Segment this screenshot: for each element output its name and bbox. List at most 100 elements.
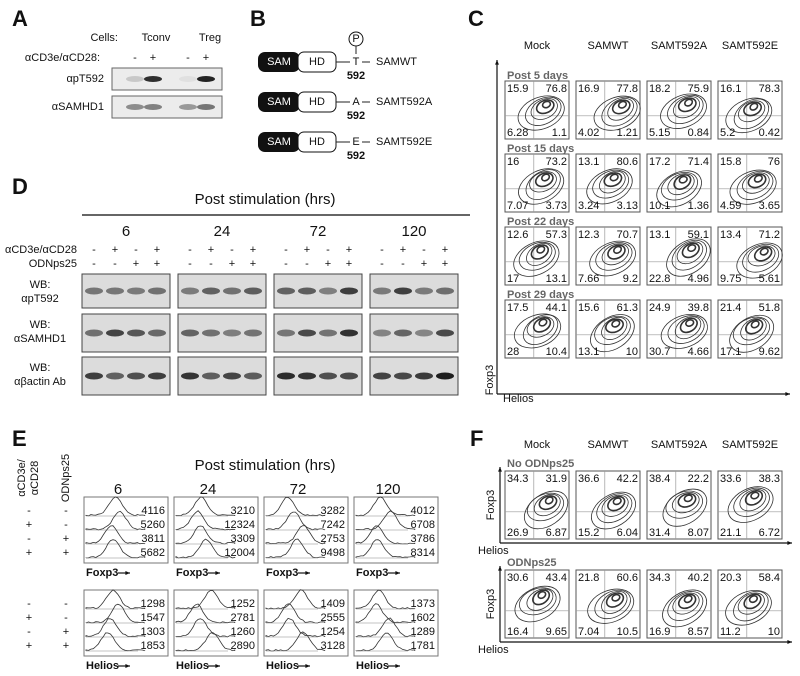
- contour: [733, 98, 770, 130]
- quadrant-value: 58.4: [759, 572, 780, 584]
- band: [244, 372, 262, 380]
- contour: [753, 246, 773, 262]
- sign: +: [150, 52, 156, 64]
- quadrant-value: 6.04: [617, 527, 638, 539]
- contour: [677, 97, 697, 113]
- contour: [513, 313, 562, 349]
- histogram: [355, 632, 416, 652]
- side-label: αCD3e/: [16, 458, 28, 496]
- band: [373, 287, 391, 295]
- mfi-value: 3811: [141, 533, 165, 545]
- band: [181, 287, 199, 295]
- contour: [595, 242, 633, 271]
- row-title: Post 15 days: [507, 143, 574, 155]
- mfi-value: 1298: [141, 598, 165, 610]
- histogram: [175, 590, 236, 610]
- histogram: [355, 539, 416, 558]
- contour: [736, 170, 774, 200]
- band: [277, 372, 295, 380]
- quadrant-value: 76.8: [546, 83, 567, 95]
- histogram: [85, 525, 146, 545]
- quadrant-value: 31.4: [649, 527, 670, 539]
- sam-domain: [258, 92, 300, 112]
- panel-label: C: [468, 6, 484, 31]
- quadrant-value: 44.1: [546, 302, 567, 314]
- mfi-value: 2555: [321, 612, 345, 624]
- marker-label: Helios: [86, 660, 119, 672]
- contour: [674, 316, 702, 340]
- sign: +: [229, 258, 235, 270]
- sign: +: [400, 244, 406, 256]
- sign: +: [63, 626, 69, 638]
- quadrant-value: 13.1: [649, 229, 670, 241]
- contour: [613, 245, 623, 254]
- band: [126, 104, 144, 110]
- quadrant-value: 1.1: [552, 127, 567, 139]
- column-header: Mock: [524, 439, 551, 451]
- mfi-value: 12324: [224, 519, 255, 531]
- band: [340, 287, 358, 295]
- mfi-value: 1602: [411, 612, 435, 624]
- contour: [747, 173, 767, 189]
- band: [144, 76, 162, 82]
- contour: [676, 241, 704, 265]
- quadrant-value: 16.4: [507, 626, 528, 638]
- contour: [524, 490, 569, 530]
- wb-prefix: WB:: [30, 279, 51, 291]
- band: [106, 287, 124, 295]
- mfi-value: 3128: [321, 640, 345, 652]
- residue: A: [352, 96, 360, 108]
- band: [436, 287, 454, 295]
- contour: [590, 314, 635, 353]
- column-header: SAMT592A: [651, 40, 708, 52]
- band: [85, 329, 103, 337]
- quadrant-value: 1.21: [617, 127, 638, 139]
- row-label: ODNps25: [29, 258, 77, 270]
- band: [415, 329, 433, 337]
- contour: [750, 491, 760, 500]
- contour: [743, 101, 763, 117]
- sign: +: [203, 52, 209, 64]
- contour: [749, 102, 759, 111]
- contour: [529, 171, 557, 193]
- construct-name: SAMWT: [376, 56, 417, 68]
- band: [298, 329, 316, 337]
- mfi-value: 3210: [231, 505, 255, 517]
- mfi-value: 2890: [231, 640, 255, 652]
- quadrant-value: 51.8: [759, 302, 780, 314]
- contour: [607, 244, 626, 260]
- band: [244, 329, 262, 337]
- sign: -: [230, 244, 234, 256]
- contour: [611, 319, 621, 328]
- contour: [733, 487, 770, 517]
- sign: +: [26, 547, 32, 559]
- quadrant-value: 9.2: [623, 273, 638, 285]
- sign: +: [346, 244, 352, 256]
- mfi-value: 1781: [411, 640, 435, 652]
- sign: -: [113, 258, 117, 270]
- contour: [540, 173, 551, 182]
- quadrant-value: 17.5: [507, 302, 528, 314]
- sign: -: [92, 244, 96, 256]
- contour: [517, 95, 565, 131]
- contour: [748, 595, 759, 604]
- histogram: [355, 589, 416, 610]
- contour: [526, 492, 565, 522]
- band: [298, 372, 316, 380]
- quadrant-value: 30.6: [507, 572, 528, 584]
- quadrant-value: 34.3: [649, 572, 670, 584]
- band: [179, 76, 197, 82]
- arrow-head: [305, 571, 310, 575]
- band: [85, 372, 103, 380]
- histogram: [175, 632, 236, 652]
- histogram: [355, 510, 416, 531]
- axis-label: Helios: [478, 545, 509, 557]
- arrow-head: [785, 392, 790, 396]
- contour: [667, 591, 704, 621]
- band: [148, 372, 166, 380]
- quadrant-value: 76: [768, 156, 780, 168]
- band: [181, 372, 199, 380]
- time: 6: [114, 481, 122, 498]
- quadrant-value: 3.24: [578, 200, 599, 212]
- band: [415, 287, 433, 295]
